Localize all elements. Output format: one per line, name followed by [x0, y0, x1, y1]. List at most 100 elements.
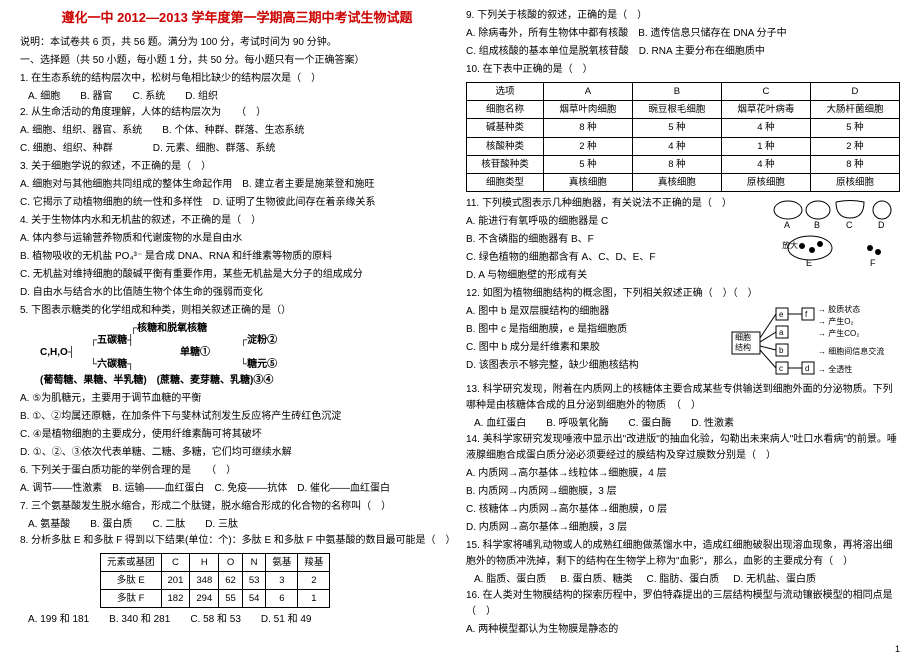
svg-text:结构: 结构	[735, 342, 751, 352]
svg-text:F: F	[870, 258, 876, 268]
q7: 7. 三个氨基酸发生脱水缩合，形成二个肽键，脱水缩合形成的化合物的名称叫（ ）	[20, 499, 454, 515]
q13c: C. 蛋白酶	[628, 416, 671, 432]
svg-text:细胞: 细胞	[735, 332, 751, 342]
svg-text:B: B	[814, 220, 820, 230]
q1a: A. 细胞	[28, 89, 60, 105]
q11-organelle-diagram: A B C D 放大 E F	[770, 196, 900, 268]
svg-text:┌核糖和脱氧核糖: ┌核糖和脱氧核糖	[130, 321, 207, 334]
q8: 8. 分析多肽 E 和多肽 F 得到以下结果(单位：个)：多肽 E 和多肽 F …	[20, 533, 454, 549]
q9: 9. 下列关于核酸的叙述，正确的是（ ）	[466, 8, 900, 24]
q12a: A. 图中 b 是双层膜结构的细胞器	[466, 304, 724, 320]
q5b: B. ①、②均属还原糖，在加条件下与斐林试剂发生反应将产生砖红色沉淀	[20, 409, 454, 425]
svg-text:E: E	[806, 258, 812, 268]
q12-concept-diagram: 细胞结构 e a b c f d → 胶质状态 → 产生O₂ → 产生CO₂ →…	[730, 304, 900, 382]
q8-table: 元素或基团 C H O N 氨基 羧基 多肽 E201348 625332 多肽…	[100, 553, 330, 609]
q7d: D. 三肽	[205, 517, 238, 533]
q15a: A. 脂质、蛋白质	[474, 572, 546, 588]
svg-text:→ 全透性: → 全透性	[818, 364, 852, 374]
q14d: D. 内质网→高尔基体→细胞膜，3 层	[466, 520, 900, 536]
svg-text:→ 产生CO₂: → 产生CO₂	[818, 328, 859, 338]
svg-text:C,H,O┤: C,H,O┤	[40, 345, 75, 359]
q2c: C. 细胞、组织、种群 D. 元素、细胞、群落、系统	[20, 141, 454, 157]
q1-options: A. 细胞 B. 器官 C. 系统 D. 组织	[28, 89, 454, 105]
q3cd: C. 它揭示了动植物细胞的统一性和多样性 D. 证明了生物彼此间存在着亲缘关系	[20, 195, 454, 211]
svg-text:└糖元⑤: └糖元⑤	[240, 357, 277, 370]
q15: 15. 科学家将哺乳动物或人的成熟红细胞做蒸馏水中，造成红细胞破裂出现溶血现象，…	[466, 538, 900, 570]
instructions: 说明：本试卷共 6 页，共 56 题。满分为 100 分，考试时间为 90 分钟…	[20, 35, 454, 51]
q2a: A. 细胞、组织、器官、系统 B. 个体、种群、群落、生态系统	[20, 123, 454, 139]
q1c: C. 系统	[132, 89, 165, 105]
page-number: 1	[466, 642, 900, 656]
svg-text:→ 细胞间信息交流: → 细胞间信息交流	[818, 346, 884, 356]
q11c: C. 绿色植物的细胞都含有 A、C、D、E、F	[466, 250, 764, 266]
q12: 12. 如图为植物细胞结构的概念图，下列相关叙述正确（ ）（ ）	[466, 286, 764, 302]
q4d: D. 自由水与结合水的比值随生物个体生命的强弱而变化	[20, 285, 454, 301]
svg-text:└六碳糖┐: └六碳糖┐	[90, 357, 134, 370]
q1: 1. 在生态系统的结构层次中，松树与龟相比缺少的结构层次是（ ）	[20, 71, 454, 87]
q12b: B. 图中 c 是指细胞膜，e 是指细胞质	[466, 322, 724, 338]
q5c: C. ④是植物细胞的主要成分，使用纤维素酶可将其破坏	[20, 427, 454, 443]
q14c: C. 核糖体→内质网→高尔基体→细胞膜，0 层	[466, 502, 900, 518]
section1-header: 一、选择题（共 50 小题，每小题 1 分，共 50 分。每小题只有一个正确答案…	[20, 53, 454, 69]
q8c: C. 58 和 53	[190, 612, 241, 628]
q8a: A. 199 和 181	[28, 612, 89, 628]
q13-options: A. 血红蛋白 B. 呼吸氧化酶 C. 蛋白酶 D. 性激素	[474, 416, 900, 432]
q11d: D. A 与物细胞壁的形成有关	[466, 268, 764, 284]
q8-options: A. 199 和 181 B. 340 和 281 C. 58 和 53 D. …	[28, 612, 454, 628]
svg-text:C: C	[846, 220, 853, 230]
q16a: A. 两种模型都认为生物膜是静态的	[466, 622, 900, 638]
svg-text:(葡萄糖、果糖、半乳糖) (蔗糖、麦芽糖、乳糖)③④: (葡萄糖、果糖、半乳糖) (蔗糖、麦芽糖、乳糖)③④	[40, 373, 273, 386]
q8b: B. 340 和 281	[109, 612, 170, 628]
q7a: A. 氨基酸	[28, 517, 70, 533]
svg-text:┌淀粉②: ┌淀粉②	[240, 333, 277, 346]
q15b: B. 蛋白质、糖类	[560, 572, 632, 588]
q9ab: A. 除病毒外，所有生物体中都有核酸 B. 遗传信息只储存在 DNA 分子中	[466, 26, 900, 42]
q12d: D. 该图表示不够完整，缺少细胞核结构	[466, 358, 724, 374]
q14a: A. 内质网→高尔基体→线粒体→细胞膜，4 层	[466, 466, 900, 482]
q4a: A. 体内参与运输营养物质和代谢废物的水是自由水	[20, 231, 454, 247]
q8d: D. 51 和 49	[261, 612, 312, 628]
q14b: B. 内质网→内质网→细胞膜，3 层	[466, 484, 900, 500]
svg-text:→ 产生O₂: → 产生O₂	[818, 316, 854, 326]
q15-options: A. 脂质、蛋白质 B. 蛋白质、糖类 C. 脂肪、蛋白质 D. 无机盐、蛋白质	[474, 572, 900, 588]
svg-text:D: D	[878, 220, 885, 230]
q10-table: 选项 A B C D 细胞名称烟草叶肉细胞豌豆根毛细胞烟草花叶病毒大肠杆菌细胞 …	[466, 82, 900, 192]
q13: 13. 科学研究发现，附着在内质网上的核糖体主要合成某些专供输送到细胞外面的分泌…	[466, 382, 900, 414]
svg-text:┌五碳糖┤: ┌五碳糖┤	[90, 333, 134, 347]
q15c: C. 脂肪、蛋白质	[646, 572, 719, 588]
q3: 3. 关于细胞学说的叙述，不正确的是（ ）	[20, 159, 454, 175]
q5a: A. ⑤为肌糖元，主要用于调节血糖的平衡	[20, 391, 454, 407]
q10: 10. 在下表中正确的是（ ）	[466, 62, 900, 78]
q15d: D. 无机盐、蛋白质	[733, 572, 816, 588]
q4b: B. 植物吸收的无机盐 PO₄³⁻ 是合成 DNA、RNA 和纤维素等物质的原料	[20, 249, 454, 265]
svg-text:e: e	[779, 310, 784, 319]
q13b: B. 呼吸氧化酶	[546, 416, 608, 432]
q11a: A. 能进行有氧呼吸的细胞器是 C	[466, 214, 764, 230]
q1d: D. 组织	[185, 89, 218, 105]
left-column: 遵化一中 2012—2013 学年度第一学期高三期中考试生物试题 说明：本试卷共…	[14, 8, 460, 642]
svg-text:放大: 放大	[782, 240, 798, 250]
q5: 5. 下图表示糖类的化学组成和种类，则相关叙述正确的是（）	[20, 303, 454, 319]
q13a: A. 血红蛋白	[474, 416, 526, 432]
svg-text:f: f	[805, 310, 808, 319]
q6: 6. 下列关于蛋白质功能的举例合理的是 （ ）	[20, 463, 454, 479]
q5-diagram: ┌核糖和脱氧核糖 ┌五碳糖┤ C,H,O┤ └六碳糖┐ 单糖① ┌淀粉② └糖元…	[40, 321, 400, 391]
svg-text:单糖①: 单糖①	[180, 345, 210, 358]
q3ab: A. 细胞对与其他细胞共同组成的整体生命起作用 B. 建立者主要是施莱登和施旺	[20, 177, 454, 193]
q14: 14. 美科学家研究发现唾液中显示出"改进版"的抽血化验，勾勒出未来病人"吐口水…	[466, 432, 900, 464]
q1b: B. 器官	[80, 89, 112, 105]
q7b: B. 蛋白质	[90, 517, 132, 533]
q4c: C. 无机盐对维持细胞的酸碱平衡有重要作用，某些无机盐是大分子的组成成分	[20, 267, 454, 283]
q2: 2. 从生命活动的角度理解，人体的结构层次为 （ ）	[20, 105, 454, 121]
q13d: D. 性激素	[691, 416, 734, 432]
q11b: B. 不含磷脂的细胞器有 B、F	[466, 232, 764, 248]
svg-text:→ 胶质状态: → 胶质状态	[818, 304, 860, 314]
svg-text:b: b	[779, 346, 784, 355]
svg-text:d: d	[805, 364, 809, 373]
q7-options: A. 氨基酸 B. 蛋白质 C. 二肽 D. 三肽	[28, 517, 454, 533]
svg-text:a: a	[779, 328, 784, 337]
q9cd: C. 组成核酸的基本单位是脱氧核苷酸 D. RNA 主要分布在细胞质中	[466, 44, 900, 60]
q4: 4. 关于生物体内水和无机盐的叙述，不正确的是（ ）	[20, 213, 454, 229]
exam-title: 遵化一中 2012—2013 学年度第一学期高三期中考试生物试题	[20, 8, 454, 29]
svg-text:A: A	[784, 220, 790, 230]
